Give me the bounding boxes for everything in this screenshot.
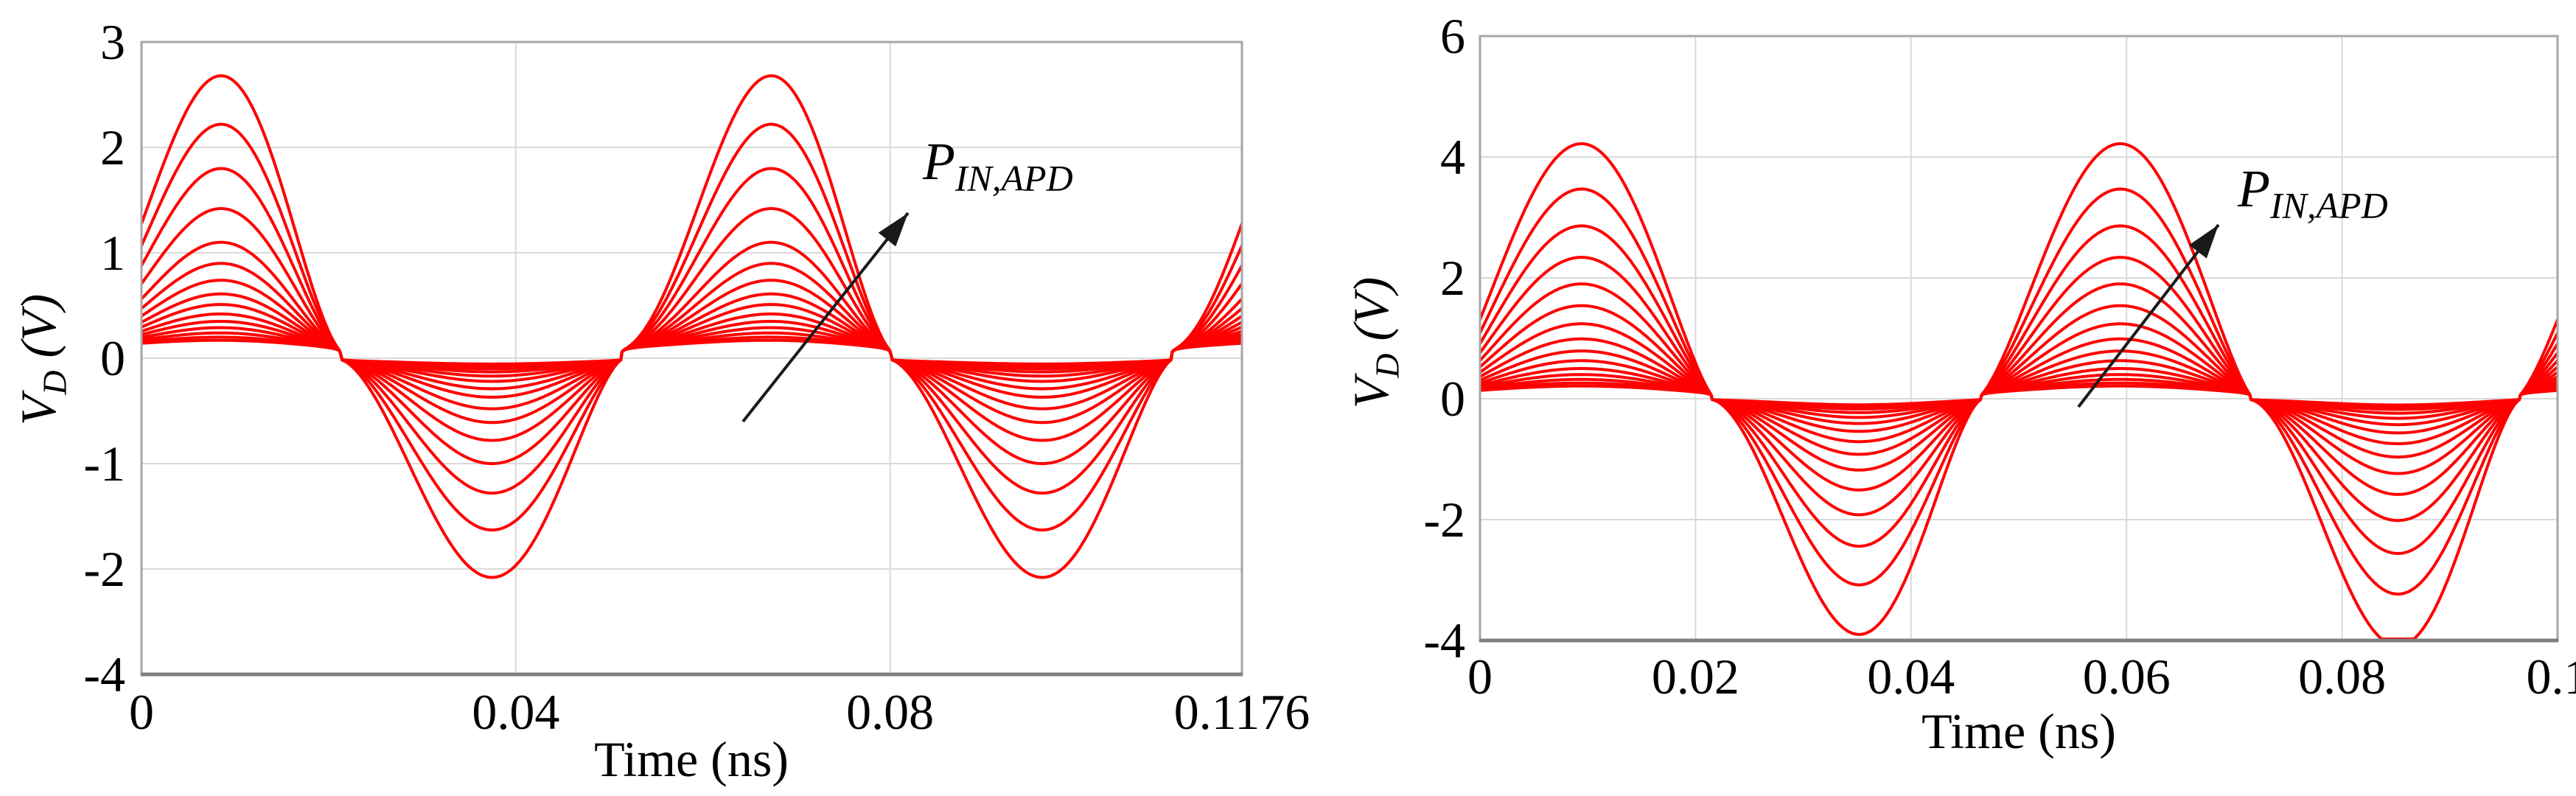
left-chart-y-tick-label: 2 [100, 119, 125, 175]
left-chart-y-tick-label: -2 [83, 541, 125, 597]
left-chart-x-tick-label: 0.08 [846, 684, 935, 740]
waveform-curve [1480, 373, 2558, 415]
waveform-curve [1480, 359, 2558, 427]
waveform-curves [1480, 142, 2558, 640]
right-annotation-subscript: IN,APD [2269, 184, 2388, 226]
right-y-title-unit: (V) [1343, 276, 1399, 354]
waveform-curve [1480, 349, 2558, 435]
left-annotation-symbol: P [923, 132, 955, 191]
left-chart-y-tick-label: 3 [100, 14, 125, 70]
waveform-curve [142, 167, 1242, 495]
right-y-title-symbol: V [1343, 377, 1399, 409]
right-chart-x-tick-label: 0.06 [2082, 649, 2171, 705]
waveform-curve [1480, 256, 2558, 523]
left-x-axis-title: Time (ns) [594, 731, 789, 787]
right-x-axis-title: Time (ns) [1921, 703, 2116, 759]
left-chart-y-tick-label: 1 [100, 225, 125, 281]
right-chart-y-tick-label: 6 [1440, 8, 1465, 64]
left-chart-y-tick-label: -1 [83, 436, 125, 492]
right-chart-x-tick-label: 0.08 [2298, 649, 2387, 705]
left-chart-y-tick-label: -4 [83, 646, 125, 702]
waveform-curve [1480, 142, 2558, 640]
right-chart-x-tick-label: 0 [1467, 649, 1493, 705]
waveform-curve [1480, 304, 2558, 475]
right-chart [1479, 35, 2559, 643]
right-chart-x-tick-label: 0.04 [1867, 649, 1955, 705]
left-chart [140, 41, 1243, 677]
left-pin-apd-annotation: PIN,APD [923, 132, 1073, 196]
waveform-curve [1480, 282, 2558, 496]
left-y-axis-title: VD (V) [10, 293, 74, 426]
waveform-curve [1480, 337, 2558, 445]
right-chart-y-tick-label: 4 [1440, 129, 1465, 185]
left-annotation-subscript: IN,APD [954, 157, 1073, 199]
annotation-arrow-head [878, 213, 908, 247]
right-chart-x-tick-label: 0.02 [1651, 649, 1739, 705]
waveform-curve [1480, 367, 2558, 420]
annotation-arrow-shaft [2077, 223, 2220, 408]
right-y-axis-title: VD (V) [1343, 276, 1406, 409]
plot-border [1479, 35, 2559, 642]
waveform-curve [1480, 322, 2558, 459]
left-chart-y-tick-label: 0 [100, 330, 125, 386]
waveform-curve [1480, 187, 2558, 596]
annotation-arrow-head [2189, 225, 2219, 259]
waveform-curve [142, 240, 1242, 442]
right-pin-apd-annotation: PIN,APD [2238, 159, 2388, 223]
right-chart-y-tick-label: -4 [1423, 612, 1465, 668]
left-chart-x-tick-label: 0.1176 [1173, 684, 1310, 740]
waveform-curve [142, 122, 1242, 532]
right-chart-y-tick-label: 0 [1440, 371, 1465, 427]
left-y-title-symbol: V [10, 394, 66, 426]
waveform-curve [1480, 224, 2558, 555]
waveform-curves [142, 74, 1242, 579]
left-y-title-unit: (V) [10, 293, 66, 371]
right-annotation-symbol: P [2238, 159, 2270, 218]
left-chart-x-tick-label: 0 [129, 684, 154, 740]
right-chart-y-tick-label: -2 [1423, 492, 1465, 548]
right-y-title-subscript: D [1368, 353, 1406, 378]
left-y-title-subscript: D [35, 370, 74, 395]
right-chart-x-tick-label: 0.1 [2526, 649, 2576, 705]
right-chart-y-tick-label: 2 [1440, 250, 1465, 306]
left-chart-x-tick-label: 0.04 [472, 684, 560, 740]
waveform-curve [142, 74, 1242, 579]
waveform-curve [142, 207, 1242, 465]
annotation-arrow-shaft [741, 212, 910, 423]
